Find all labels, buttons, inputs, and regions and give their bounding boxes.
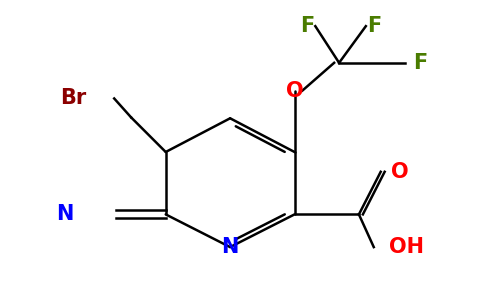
Text: O: O <box>391 162 408 182</box>
Text: N: N <box>221 237 239 257</box>
Text: Br: Br <box>60 88 87 109</box>
Text: F: F <box>413 53 428 73</box>
Text: N: N <box>56 204 74 224</box>
Text: F: F <box>367 16 381 36</box>
Text: O: O <box>286 81 303 100</box>
Text: OH: OH <box>389 237 424 257</box>
Text: F: F <box>300 16 315 36</box>
